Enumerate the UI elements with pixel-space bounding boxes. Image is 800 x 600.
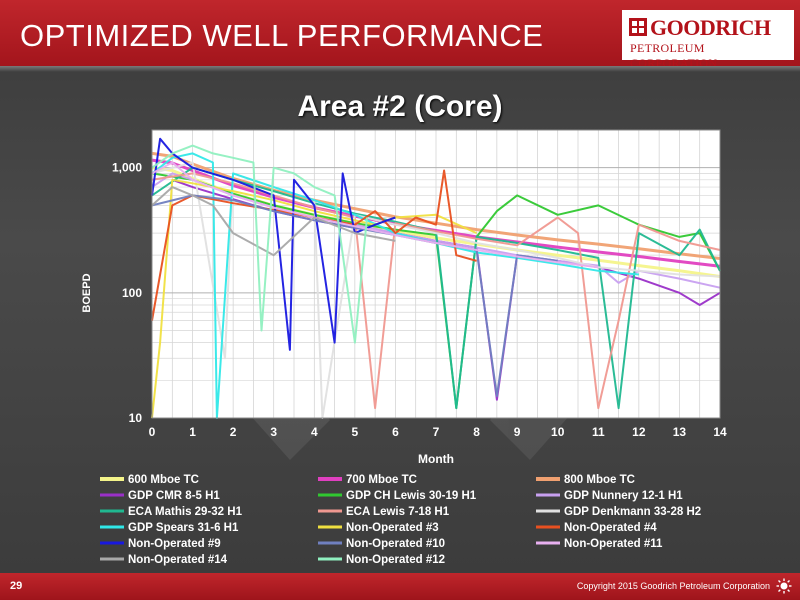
legend-label: 700 Mboe TC	[346, 474, 417, 486]
series-line-15	[151, 186, 396, 257]
copyright-text: Copyright 2015 Goodrich Petroleum Corpor…	[576, 581, 770, 591]
x-tick-label: 2	[230, 425, 237, 439]
legend-label: Non-Operated #12	[346, 554, 445, 566]
x-tick-label: 4	[311, 425, 318, 439]
x-tick-label: 7	[433, 425, 440, 439]
legend-label: Non-Operated #10	[346, 538, 445, 550]
x-tick-label: 6	[392, 425, 399, 439]
legend-label: Non-Operated #11	[564, 538, 663, 550]
series-line-12	[151, 137, 396, 351]
legend: 600 Mboe TC 700 Mboe TC 800 Mboe TC GDP CMR…	[100, 474, 701, 566]
x-tick-label: 5	[352, 425, 359, 439]
x-tick-label: 1	[189, 425, 196, 439]
x-tick-label: 14	[713, 425, 727, 439]
legend-label: Non-Operated #4	[564, 522, 657, 534]
x-tick-label: 10	[551, 425, 565, 439]
legend-label: GDP CH Lewis 30-19 H1	[346, 490, 477, 502]
x-tick-label: 0	[149, 425, 156, 439]
y-axis-ticks: 10 100 1,000	[112, 161, 142, 425]
x-tick-label: 3	[270, 425, 277, 439]
y-axis-label: BOEPD	[81, 273, 93, 312]
page-number: 29	[10, 580, 23, 592]
x-tick-label: 13	[673, 425, 687, 439]
legend-label: GDP Spears 31-6 H1	[128, 522, 239, 534]
header-bar: OPTIMIZED WELL PERFORMANCE GOODRICH PETR…	[0, 0, 800, 70]
x-axis-ticks: 0 1 2 3 4 5 6 7 8 9 10 11 12 13 14	[149, 425, 727, 439]
plot-frame	[151, 129, 721, 419]
legend-label: Non-Operated #9	[128, 538, 221, 550]
legend-label: 800 Mboe TC	[564, 474, 635, 486]
series-line-14	[151, 161, 599, 269]
page-title: OPTIMIZED WELL PERFORMANCE	[20, 18, 544, 53]
logo-mark-icon	[629, 18, 647, 36]
logo-name: GOODRICH	[650, 15, 771, 40]
series-line-8	[151, 161, 721, 419]
series-line-16	[151, 144, 368, 344]
chart-title: Area #2 (Core)	[297, 90, 503, 123]
y-tick-label: 1,000	[112, 161, 142, 175]
legend-label: ECA Lewis 7-18 H1	[346, 506, 450, 518]
x-tick-label: 12	[632, 425, 646, 439]
y-tick-label: 100	[122, 286, 142, 300]
series-layer	[151, 137, 721, 419]
sun-icon	[776, 578, 792, 594]
x-tick-label: 9	[514, 425, 521, 439]
x-tick-label: 11	[592, 425, 605, 439]
x-tick-label: 8	[473, 425, 480, 439]
legend-label: ECA Mathis 29-32 H1	[128, 506, 243, 518]
series-line-9	[151, 152, 639, 419]
series-line-6	[151, 166, 721, 410]
legend-label: GDP Nunnery 12-1 H1	[564, 490, 683, 502]
legend-label: Non-Operated #3	[346, 522, 439, 534]
company-logo: GOODRICH PETROLEUM CORPORATION	[622, 10, 794, 70]
header-divider	[0, 66, 800, 72]
legend-label: GDP Denkmann 33-28 H2	[564, 506, 701, 518]
legend-label: GDP CMR 8-5 H1	[128, 490, 220, 502]
footer-bar: 29 Copyright 2015 Goodrich Petroleum Cor…	[0, 573, 800, 600]
y-tick-label: 10	[129, 411, 143, 425]
x-axis-label: Month	[418, 452, 454, 466]
legend-label: 600 Mboe TC	[128, 474, 199, 486]
legend-label: Non-Operated #14	[128, 554, 228, 566]
